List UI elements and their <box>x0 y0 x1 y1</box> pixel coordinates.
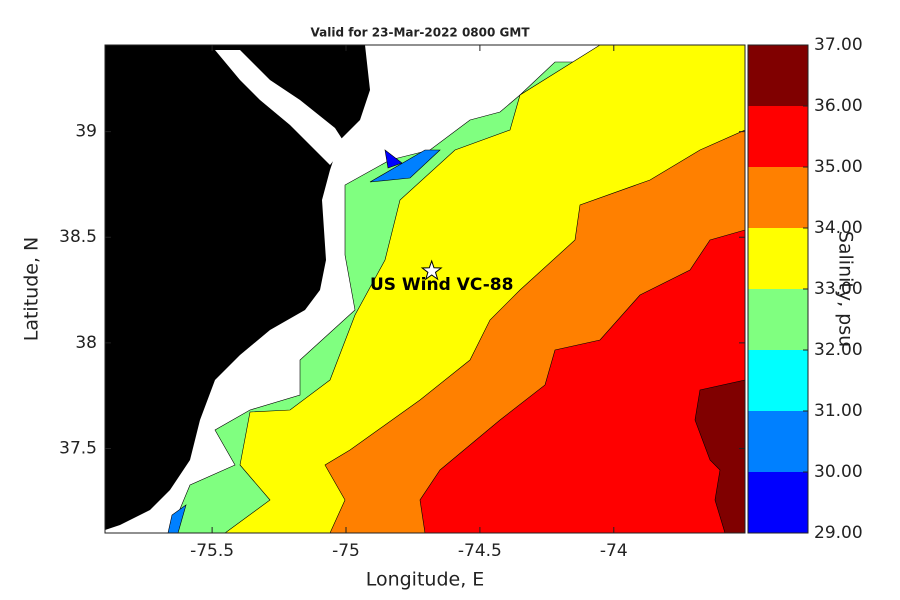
colorbar-swatch <box>748 167 808 228</box>
y-tick-label: 38.5 <box>59 227 97 247</box>
colorbar-swatch <box>748 289 808 350</box>
colorbar-tick-label: 37.00 <box>814 35 863 55</box>
land <box>105 45 370 530</box>
site-marker <box>420 259 443 281</box>
y-tick-label: 38 <box>75 333 97 353</box>
colorbar-tick-label: 30.00 <box>814 462 863 482</box>
colorbar-tick-label: 32.00 <box>814 340 863 360</box>
x-axis-label: Longitude, E <box>366 569 485 591</box>
chart-title: Valid for 23-Mar-2022 0800 GMT <box>310 26 530 40</box>
salinity-region <box>419 229 745 533</box>
salinity-region <box>369 149 441 183</box>
colorbar-swatch <box>748 106 808 167</box>
salinity-region <box>167 504 187 533</box>
y-axis-label: Latitude, N <box>21 237 43 342</box>
land-mass <box>105 45 370 530</box>
salinity-region <box>694 379 745 533</box>
colorbar-tick-label: 36.00 <box>814 96 863 116</box>
colorbar-swatch <box>748 411 808 472</box>
colorbar-swatch <box>748 472 808 533</box>
colorbar-label: Salinity, psu <box>835 231 857 347</box>
site-label: US Wind VC-88 <box>370 275 513 295</box>
colorbar-tick-label: 29.00 <box>814 523 863 543</box>
x-tick-label: -75 <box>332 541 360 561</box>
x-tick-label: -74 <box>600 541 628 561</box>
colorbar-swatch <box>748 45 808 106</box>
colorbar-swatch <box>748 228 808 289</box>
y-tick-label: 37.5 <box>59 438 97 458</box>
plot-frame <box>104 44 746 534</box>
salinity-region <box>384 149 403 169</box>
bay <box>215 50 346 165</box>
y-tick-label: 39 <box>75 122 97 142</box>
x-tick-label: -75.5 <box>190 541 234 561</box>
colorbar-tick-label: 34.00 <box>814 218 863 238</box>
colorbar-swatch <box>748 350 808 411</box>
contour-map <box>167 45 745 533</box>
x-tick-label: -74.5 <box>458 541 502 561</box>
colorbar-tick-label: 35.00 <box>814 157 863 177</box>
colorbar-tick-label: 31.00 <box>814 401 863 421</box>
colorbar-tick-label: 33.00 <box>814 279 863 299</box>
